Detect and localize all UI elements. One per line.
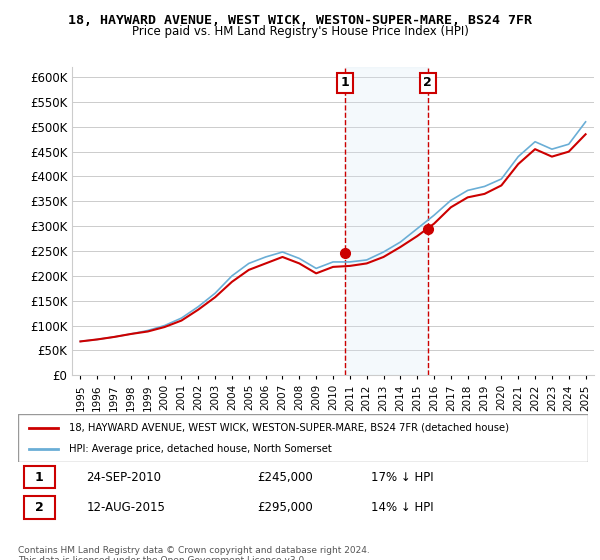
Text: £295,000: £295,000	[257, 501, 313, 514]
FancyBboxPatch shape	[18, 414, 588, 462]
Text: Price paid vs. HM Land Registry's House Price Index (HPI): Price paid vs. HM Land Registry's House …	[131, 25, 469, 38]
Text: 18, HAYWARD AVENUE, WEST WICK, WESTON-SUPER-MARE, BS24 7FR: 18, HAYWARD AVENUE, WEST WICK, WESTON-SU…	[68, 14, 532, 27]
FancyBboxPatch shape	[24, 466, 55, 488]
Bar	[345, 67, 428, 375]
Text: 2: 2	[423, 76, 432, 90]
FancyBboxPatch shape	[24, 496, 55, 519]
Text: HPI: Average price, detached house, North Somerset: HPI: Average price, detached house, Nort…	[70, 444, 332, 454]
Text: 14% ↓ HPI: 14% ↓ HPI	[371, 501, 434, 514]
Text: Contains HM Land Registry data © Crown copyright and database right 2024.
This d: Contains HM Land Registry data © Crown c…	[18, 546, 370, 560]
Text: 1: 1	[35, 470, 43, 484]
Text: £245,000: £245,000	[257, 470, 313, 484]
Text: 1: 1	[341, 76, 350, 90]
Text: 24-SEP-2010: 24-SEP-2010	[86, 470, 161, 484]
Text: 17% ↓ HPI: 17% ↓ HPI	[371, 470, 434, 484]
Text: 18, HAYWARD AVENUE, WEST WICK, WESTON-SUPER-MARE, BS24 7FR (detached house): 18, HAYWARD AVENUE, WEST WICK, WESTON-SU…	[70, 423, 509, 433]
Text: 12-AUG-2015: 12-AUG-2015	[86, 501, 165, 514]
Text: 2: 2	[35, 501, 43, 514]
